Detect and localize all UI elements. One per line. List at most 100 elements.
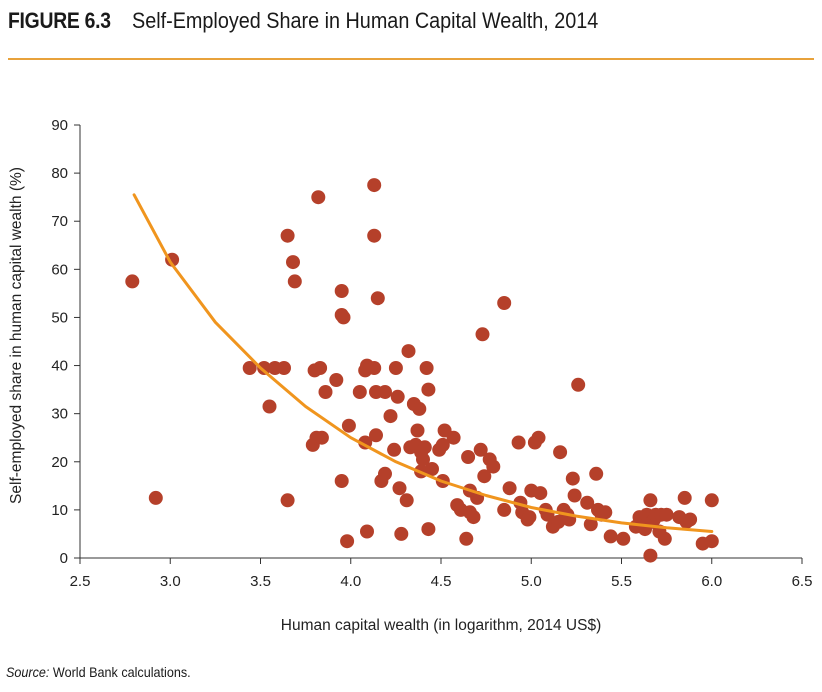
x-tick-label: 6.5	[792, 573, 813, 590]
y-tick-label: 60	[51, 261, 68, 278]
x-tick-label: 5.5	[611, 573, 632, 590]
data-point	[417, 440, 432, 455]
y-tick-label: 40	[51, 358, 68, 375]
data-point	[497, 296, 512, 310]
data-point	[421, 522, 436, 537]
data-point	[399, 493, 414, 508]
figure-label: FIGURE 6.3	[8, 8, 111, 33]
data-point	[257, 361, 272, 375]
y-tick-label: 90	[51, 117, 68, 134]
data-point	[242, 361, 257, 375]
x-tick-label: 2.5	[70, 573, 91, 590]
data-point	[704, 534, 719, 549]
data-point	[553, 445, 568, 460]
data-point	[369, 428, 383, 443]
source-label: Source:	[6, 664, 50, 680]
data-point	[419, 361, 434, 375]
data-point	[280, 228, 295, 243]
x-tick-label: 5.0	[521, 573, 542, 590]
data-point	[367, 361, 382, 375]
data-point	[486, 459, 501, 474]
data-point	[502, 481, 517, 496]
data-point	[329, 373, 344, 387]
data-point	[425, 462, 439, 476]
data-point	[511, 435, 526, 450]
data-point	[148, 490, 163, 505]
data-point	[388, 361, 403, 375]
data-point	[416, 452, 430, 467]
data-point	[352, 385, 367, 399]
data-point	[367, 178, 382, 193]
data-point	[262, 399, 277, 414]
data-point	[277, 361, 291, 375]
data-point	[394, 526, 409, 541]
data-point	[334, 474, 349, 488]
y-tick-label: 80	[51, 165, 68, 182]
data-point	[683, 512, 698, 527]
data-point	[459, 531, 474, 546]
figure-title: Self-Employed Share in Human Capital Wea…	[132, 8, 599, 33]
data-point	[410, 423, 425, 438]
data-point	[370, 291, 385, 306]
data-point	[704, 493, 719, 508]
data-point	[565, 471, 580, 486]
data-point	[473, 442, 488, 457]
x-tick-label: 3.5	[250, 573, 271, 590]
data-point	[383, 409, 398, 424]
y-tick-label: 30	[51, 406, 68, 423]
data-point	[367, 228, 382, 243]
data-point	[286, 255, 300, 270]
data-point	[336, 310, 351, 325]
source-note: Source: World Bank calculations.	[6, 664, 191, 680]
y-tick-label: 20	[51, 454, 68, 471]
data-point	[334, 284, 349, 298]
y-tick-label: 0	[60, 550, 68, 567]
data-point	[314, 430, 329, 445]
data-point	[616, 531, 631, 546]
data-point	[603, 529, 618, 544]
data-point	[461, 450, 476, 464]
data-point	[378, 385, 392, 399]
y-tick-label: 50	[51, 309, 68, 326]
data-point	[341, 418, 356, 433]
data-point	[280, 493, 295, 508]
data-point	[522, 510, 537, 525]
data-point	[643, 493, 658, 508]
figure-header: FIGURE 6.3 Self-Employed Share in Human …	[8, 2, 814, 60]
data-point	[435, 437, 450, 452]
data-point	[392, 481, 407, 496]
data-point	[412, 401, 427, 416]
data-point	[340, 534, 355, 549]
x-tick-label: 3.0	[160, 573, 181, 590]
y-tick-label: 70	[51, 213, 68, 230]
data-point	[318, 385, 333, 399]
data-point	[360, 524, 374, 539]
data-point	[387, 442, 402, 457]
data-point	[446, 430, 461, 445]
data-point	[466, 510, 481, 525]
trend-line	[132, 193, 714, 533]
data-point	[583, 517, 598, 532]
data-point	[125, 274, 140, 289]
data-point	[311, 190, 326, 205]
data-point	[677, 490, 692, 505]
data-point	[378, 466, 392, 481]
data-point	[643, 548, 658, 563]
data-point	[659, 507, 674, 522]
data-point	[401, 344, 416, 359]
data-point	[567, 488, 582, 503]
data-point	[657, 531, 672, 546]
data-point	[421, 382, 436, 397]
data-point	[390, 389, 405, 404]
x-tick-label: 4.0	[340, 573, 361, 590]
data-point	[475, 327, 490, 342]
x-tick-label: 4.5	[431, 573, 452, 590]
data-point	[531, 430, 546, 445]
data-point	[580, 495, 595, 510]
data-point	[571, 377, 586, 392]
data-point	[533, 486, 548, 501]
x-axis-label: Human capital wealth (in logarithm, 2014…	[281, 617, 602, 634]
y-tick-label: 10	[51, 502, 68, 519]
data-point	[313, 361, 328, 375]
